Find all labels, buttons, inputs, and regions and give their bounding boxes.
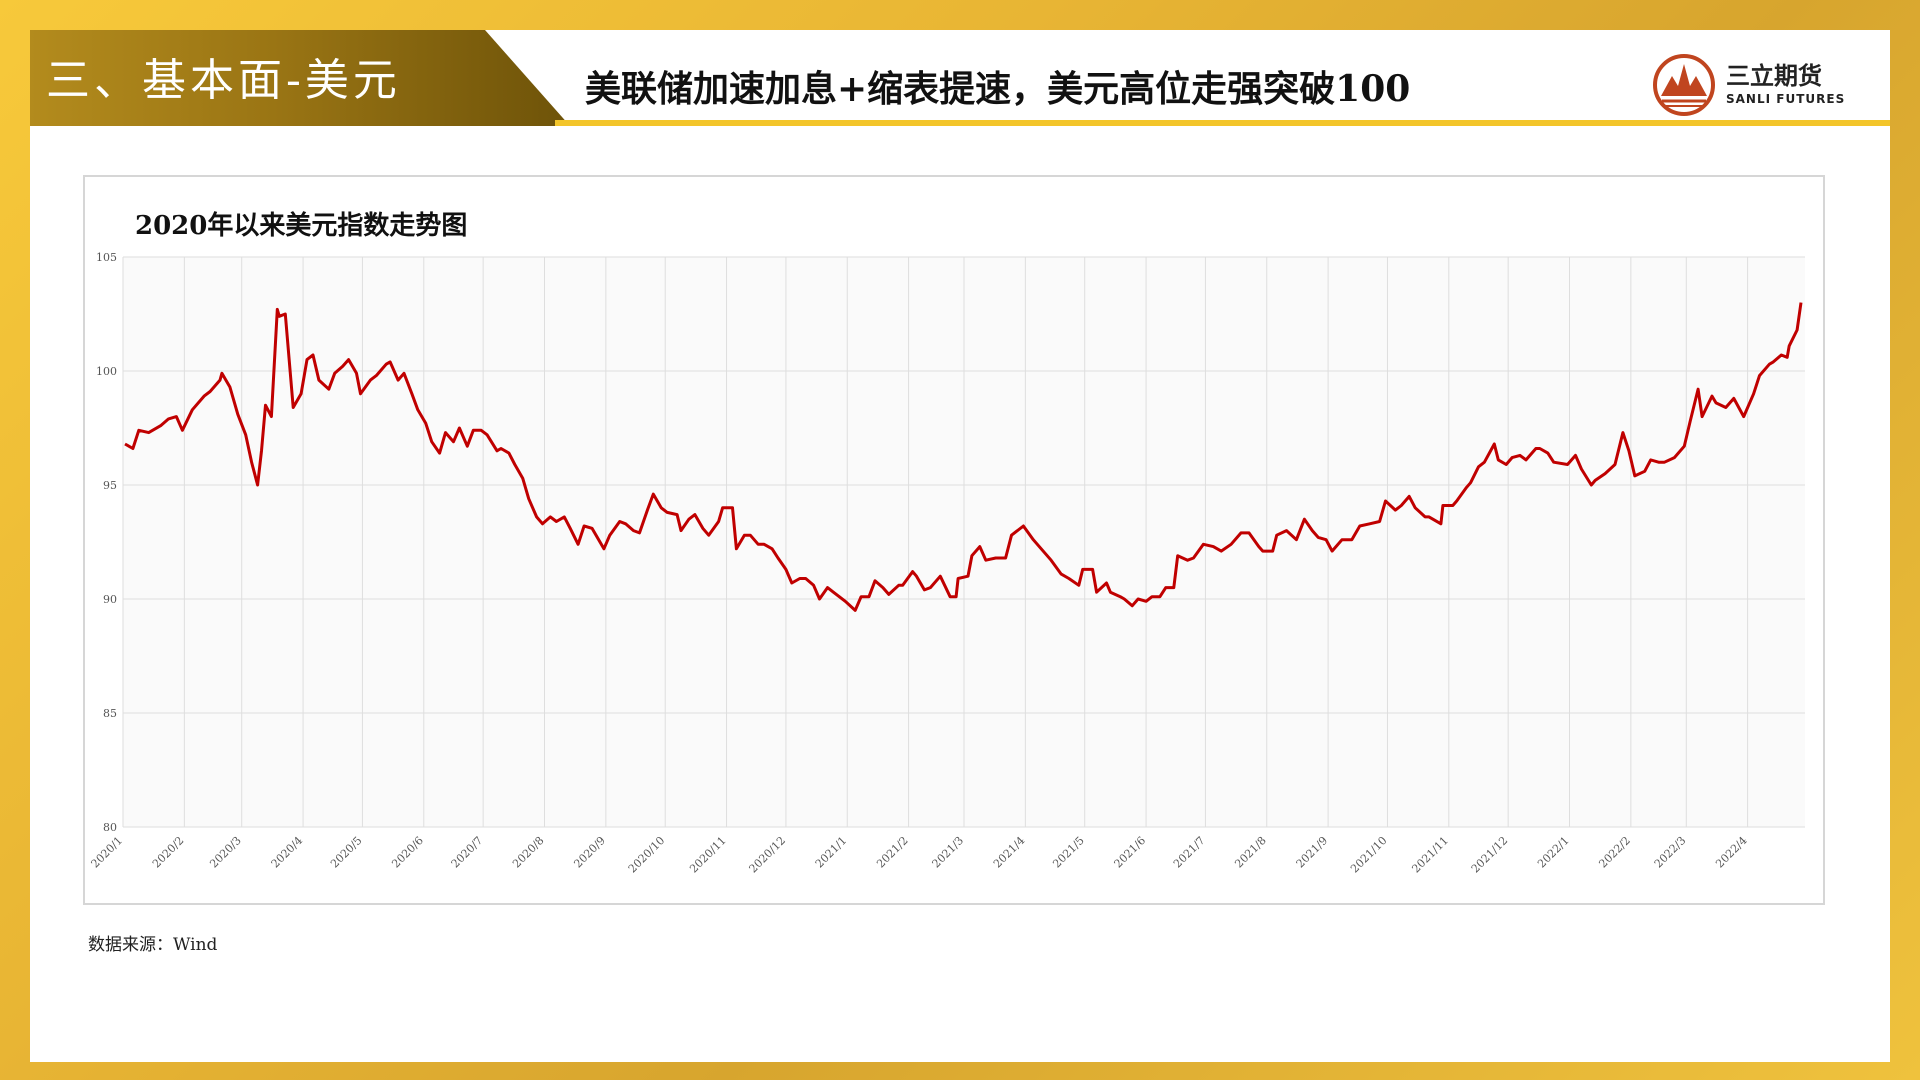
x-tick-label: 2022/4 (1713, 834, 1750, 871)
x-tick-label: 2020/2 (150, 834, 187, 871)
x-tick-label: 2021/10 (1348, 834, 1390, 876)
x-tick-label: 2022/2 (1596, 834, 1633, 871)
x-tick-label: 2021/5 (1050, 834, 1087, 871)
header-rule (555, 120, 1890, 126)
logo-name-en: SANLI FUTURES (1726, 92, 1846, 106)
x-tick-label: 2020/1 (89, 834, 126, 871)
x-tick-label: 2020/3 (207, 834, 244, 871)
x-tick-label: 2021/3 (930, 834, 967, 871)
section-banner: 三、基本面-美元 (30, 30, 570, 126)
x-tick-label: 2021/11 (1409, 834, 1451, 876)
y-tick-label: 100 (96, 365, 117, 378)
x-tick-label: 2021/6 (1112, 834, 1149, 871)
x-tick-label: 2022/1 (1535, 834, 1572, 871)
section-title: 三、基本面-美元 (46, 55, 401, 106)
x-tick-label: 2020/4 (269, 834, 306, 871)
x-tick-label: 2020/11 (687, 834, 729, 876)
headline: 美联储加速加息+缩表提速，美元高位走强突破100 (585, 68, 1411, 110)
x-tick-label: 2020/10 (626, 834, 668, 876)
chart-svg: 80 85 90 95 100 105 2020/1 2020/2 2020/3 2020/4 20… (89, 251, 1805, 876)
x-tick-label: 2021/1 (813, 834, 850, 871)
chart-frame: 2020年以来美元指数走势图 80 85 90 95 100 105 2020/1 2020/… (83, 175, 1825, 905)
x-tick-label: 2021/9 (1294, 834, 1331, 871)
x-tick-label: 2022/3 (1652, 834, 1689, 871)
series-line (124, 302, 1803, 612)
y-tick-label: 85 (103, 707, 117, 720)
x-tick-label: 2021/4 (991, 834, 1028, 871)
y-tick-label: 80 (103, 821, 117, 834)
y-tick-label: 90 (103, 593, 117, 606)
x-tick-label: 2021/12 (1469, 834, 1511, 876)
source-note: 数据来源：Wind (88, 935, 218, 955)
x-tick-label: 2021/8 (1232, 834, 1269, 871)
x-tick-label: 2021/2 (874, 834, 911, 871)
x-tick-label: 2020/7 (449, 834, 486, 871)
x-tick-label: 2021/7 (1171, 834, 1208, 871)
x-tick-label: 2020/6 (389, 834, 426, 871)
logo-name-cn: 三立期货 (1726, 62, 1822, 90)
chart-title: 2020年以来美元指数走势图 (135, 211, 468, 241)
header: 三、基本面-美元 美联储加速加息+缩表提速，美元高位走强突破100 三立期货 S… (30, 30, 1890, 126)
mountain-logo-icon (1653, 54, 1715, 116)
y-tick-label: 95 (103, 479, 117, 492)
x-tick-label: 2020/9 (571, 834, 608, 871)
y-tick-label: 105 (96, 251, 117, 264)
x-tick-label: 2020/8 (510, 834, 547, 871)
x-tick-label: 2020/12 (747, 834, 789, 876)
x-tick-label: 2020/5 (328, 834, 365, 871)
company-logo: 三立期货 SANLI FUTURES (1652, 52, 1892, 118)
